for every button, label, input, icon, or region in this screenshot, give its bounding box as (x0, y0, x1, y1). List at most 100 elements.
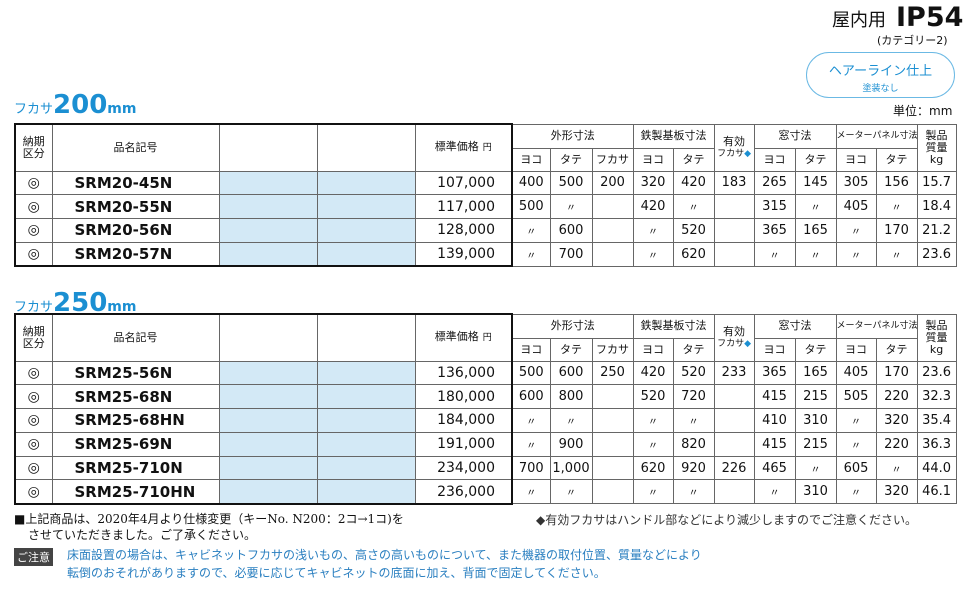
header-cell: タテ (875, 337, 918, 362)
header-cell: メーターパネル寸法 (835, 313, 918, 339)
blank-cell (316, 170, 416, 196)
delivery-mark: ◎ (14, 384, 53, 410)
spec-cell (591, 384, 634, 410)
spec-cell: 〃 (753, 241, 796, 267)
spec-cell: 500 (511, 360, 551, 386)
spec-table: 納期区分 品名記号 標準価格円外形寸法 鉄製基板寸法 有効 フカサ◆ 窓寸法 メーターパネル寸… (14, 313, 957, 505)
header-cell (316, 123, 416, 172)
spec-cell: 32.3 (916, 384, 957, 410)
indoor-label: 屋内用 (832, 10, 886, 31)
spec-cell (591, 431, 634, 457)
blank-cell (218, 360, 318, 386)
spec-cell: 〃 (511, 241, 551, 267)
header-cell: ヨコ (511, 337, 551, 362)
header-cell: 納期区分 (14, 123, 53, 172)
delivery-mark: ◎ (14, 479, 53, 505)
delivery-mark: ◎ (14, 431, 53, 457)
spec-cell: 500 (549, 170, 593, 196)
spec-cell: 600 (549, 218, 593, 243)
spec-cell (591, 218, 634, 243)
blank-cell (316, 241, 416, 268)
caution-line: 床面設置の場合は、キャビネットフカサの浅いもの、高さの高いものについて、また機器… (67, 548, 702, 562)
spec-cell: 〃 (794, 194, 837, 220)
delivery-mark: ◎ (14, 408, 53, 433)
spec-cell: 420 (632, 194, 674, 220)
header-cell: 鉄製基板寸法 (632, 123, 715, 149)
spec-cell (713, 431, 755, 457)
header-row: ヨコ タテ フカサ ヨコ タテ ヨコ タテ ヨコ タテ (15, 147, 956, 172)
spec-cell: 35.4 (916, 408, 957, 433)
header-cell: 標準価格円 (414, 313, 513, 362)
blank-cell (316, 218, 416, 243)
section-depth: 250 (53, 288, 108, 318)
spec-cell: 156 (875, 170, 918, 196)
diamond: ◆ (744, 338, 751, 349)
spec-cell: 〃 (632, 408, 674, 433)
header-cell: フカサ (591, 337, 634, 362)
spec-cell: 415 (753, 431, 796, 457)
price: 234,000 (414, 455, 513, 481)
spec-cell: 405 (835, 194, 877, 220)
blank-cell (218, 408, 318, 433)
depth-header: フカサ◆ (715, 338, 753, 350)
spec-cell: 〃 (549, 479, 593, 505)
spec-cell: 265 (753, 170, 796, 196)
price: 184,000 (414, 408, 513, 433)
price: 117,000 (414, 194, 513, 220)
spec-table: 納期区分 品名記号 標準価格円外形寸法 鉄製基板寸法 有効 フカサ◆ 窓寸法 メーターパネル寸… (14, 123, 957, 268)
price: 236,000 (414, 479, 513, 505)
spec-cell: 365 (753, 360, 796, 386)
depth-header: 有効 (723, 324, 746, 338)
spec-cell: 220 (875, 431, 918, 457)
spec-cell: 215 (794, 431, 837, 457)
spec-cell: 〃 (875, 455, 918, 481)
data-row: ◎ SRM20-57N 139,000 〃 700 〃 620 〃〃〃〃 23.6 (14, 241, 957, 268)
delivery-mark: ◎ (14, 360, 53, 386)
kg: kg (929, 342, 944, 356)
spec-cell: 820 (672, 431, 715, 457)
spec-cell: 〃 (835, 479, 877, 505)
blank-cell (218, 479, 318, 505)
spec-cell: 〃 (875, 194, 918, 220)
note-line: させていただきました。ご了承ください。 (28, 528, 257, 542)
spec-cell: 500 (511, 194, 551, 220)
header-cell: 鉄製基板寸法 (632, 313, 715, 339)
data-row: ◎ SRM25-710HN 236,000 〃〃〃〃〃 310 〃 320 46.1 (14, 479, 957, 505)
yen: 円 (482, 143, 492, 154)
section-title: フカサ200mm (14, 90, 136, 120)
spec-cell: 620 (632, 455, 674, 481)
header-cell: 標準価格円 (414, 123, 513, 172)
note-line: ■上記商品は、2020年4月より仕様変更（キーNo. N200：2コ→1コ)を (14, 512, 404, 526)
header-cell: フカサ (591, 147, 634, 172)
data-row: ◎ SRM20-56N 128,000 〃 600 〃 520 365 165 〃 170 21.2 (14, 218, 957, 243)
blank-cell (218, 218, 318, 243)
spec-cell: 600 (511, 384, 551, 410)
spec-cell: 〃 (632, 218, 674, 243)
spec-cell: 400 (511, 170, 551, 196)
model: SRM25-68N (51, 384, 220, 410)
depth-note: ◆有効フカサはハンドル部などにより減少しますのでご注意ください。 (536, 513, 917, 527)
spec-cell: 23.6 (916, 241, 957, 267)
spec-cell: 183 (713, 170, 755, 196)
data-row: ◎ SRM25-69N 191,000 〃 900 〃 820 415 215 〃 220 36.3 (14, 431, 957, 457)
spec-cell: 465 (753, 455, 796, 481)
blank-cell (316, 384, 416, 410)
spec-cell: 700 (549, 241, 593, 267)
blank-cell (316, 408, 416, 433)
spec-cell: 226 (713, 455, 755, 481)
spec-cell (713, 194, 755, 220)
spec-cell: 〃 (835, 218, 877, 243)
spec-cell: 23.6 (916, 360, 957, 386)
model: SRM25-710N (51, 455, 220, 481)
spec-cell: 720 (672, 384, 715, 410)
header-cell: ヨコ (753, 337, 796, 362)
spec-cell: 〃 (672, 194, 715, 220)
header-cell: 品名記号 (51, 313, 220, 362)
spec-cell: 505 (835, 384, 877, 410)
header-row: 納期区分 品名記号 標準価格円外形寸法 鉄製基板寸法 有効 フカサ◆ 窓寸法 メーターパネル寸… (14, 123, 957, 172)
header-cell: 有効 フカサ◆ (713, 123, 755, 172)
unit: 単位：mm (893, 104, 953, 118)
category: (カテゴリー2) (877, 34, 948, 47)
header-cell: 窓寸法 (753, 313, 837, 339)
